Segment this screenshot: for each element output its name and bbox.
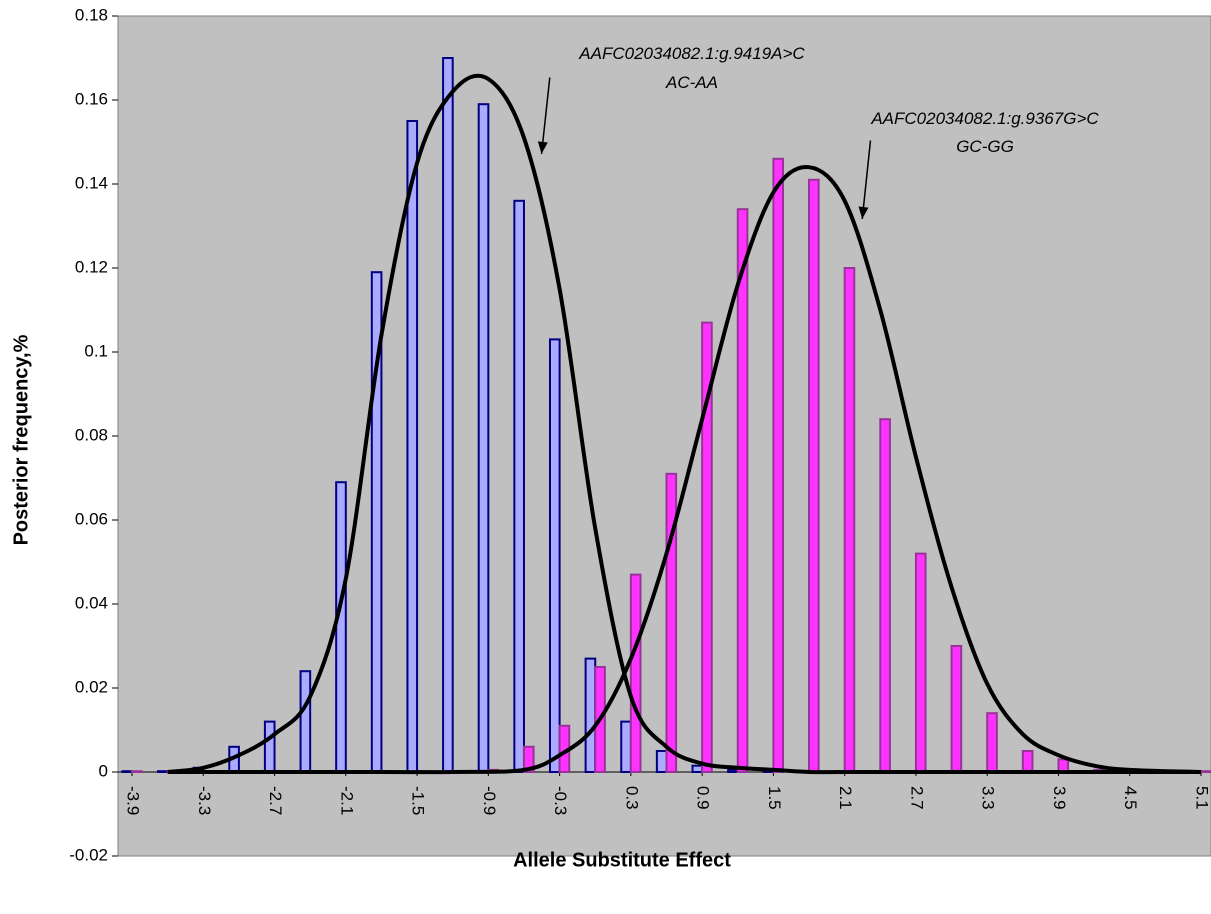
annotation-label-line2: AC-AA: [665, 73, 718, 92]
y-tick-label: 0.16: [75, 89, 108, 108]
fitted-curve-2: [167, 165, 1202, 775]
annotations-group: AAFC02034082.1:g.9419A>C AC-AA AAFC0203408…: [537, 44, 1099, 220]
y-axis-title: Posterior frequency,%: [10, 334, 32, 545]
bar-gc-gg: [879, 418, 891, 773]
bar-ac-aa: [584, 657, 597, 773]
bar-ac-aa: [121, 770, 133, 774]
bar-ac-aa: [299, 670, 312, 774]
x-tick-label: -3.9: [124, 786, 143, 815]
bar-gc-gg: [522, 745, 535, 773]
x-tick-label: -1.5: [409, 786, 428, 815]
x-axis-title: Allele Substitute Effect: [513, 849, 731, 871]
curves-group: [167, 73, 1202, 775]
x-tick-label: 3.9: [1050, 786, 1069, 810]
x-tick-label: -0.3: [551, 786, 570, 815]
x-tick-label: 0.9: [694, 786, 713, 810]
annotation-label-line1: AAFC02034082.1:g.9367G>C: [870, 109, 1099, 128]
y-tick-label: 0.04: [75, 593, 108, 612]
x-tick-label: 3.3: [979, 786, 998, 810]
x-tick-label: 2.7: [907, 786, 926, 810]
bar-ac-aa: [691, 764, 704, 774]
annotation-arrow: [861, 140, 872, 220]
x-axis: -3.9 -3.3 -2.7 -2.1 -1.5 -0.9 -0.3 0.3 0.9 1.5 2.1…: [124, 772, 1211, 815]
annotation-arrowhead: [858, 206, 869, 219]
bar-gc-gg: [736, 208, 749, 773]
x-tick-label: 0.3: [622, 786, 641, 810]
bar-ac-aa: [335, 481, 347, 773]
x-tick-label: 4.5: [1121, 786, 1140, 810]
bar-ac-aa: [727, 768, 739, 774]
bar-gc-gg: [914, 552, 927, 773]
bar-ac-aa: [655, 750, 668, 773]
bar-gc-gg: [950, 645, 963, 773]
y-tick-label: 0.02: [75, 677, 108, 696]
x-tick-label: 5.1: [1193, 786, 1211, 810]
bar-gc-gg: [701, 321, 713, 773]
y-tick-label: 0.1: [84, 341, 108, 360]
bar-ac-aa: [263, 720, 276, 773]
bar-ac-aa: [157, 770, 169, 774]
y-tick-label: 0.14: [75, 173, 108, 192]
bar-ac-aa: [513, 199, 525, 774]
bar-gc-gg: [808, 178, 820, 774]
bar-ac-aa: [548, 338, 561, 773]
bar-ac-aa: [442, 57, 454, 773]
bar-gc-gg: [1021, 750, 1034, 773]
annotation-label-line1: AAFC02034082.1:g.9419A>C: [578, 44, 805, 63]
x-tick-label: -3.3: [195, 786, 214, 815]
bar-gc-gg: [986, 712, 998, 774]
y-tick-label: -0.02: [69, 845, 108, 864]
y-tick-label: 0.18: [75, 5, 108, 24]
x-tick-label: -0.9: [480, 786, 499, 815]
y-tick-label: 0.12: [75, 257, 108, 276]
annotation-label-line2: GC-GG: [956, 137, 1014, 156]
y-tick-label: 0.06: [75, 509, 108, 528]
bar-gc-gg: [665, 472, 678, 773]
bar-gc-gg: [131, 770, 143, 774]
x-tick-label: -2.7: [266, 786, 285, 815]
x-tick-label: -2.1: [337, 786, 356, 815]
x-tick-label: 2.1: [836, 786, 855, 810]
bar-ac-aa: [620, 720, 632, 773]
annotation-arrowhead: [537, 141, 548, 154]
y-tick-label: 0.08: [75, 425, 108, 444]
bar-gc-gg: [843, 267, 856, 773]
y-tick-label: 0: [99, 761, 108, 780]
bar-ac-aa: [406, 120, 419, 773]
annotation-arrow: [540, 77, 551, 154]
bar-gc-gg: [1200, 770, 1211, 774]
bar-gc-gg: [772, 157, 785, 774]
y-axis: -0.02 0 0.02 0.04 0.06 0.08 0.1 0.12 0.14 0.16 0.1…: [69, 5, 118, 864]
bar-ac-aa: [477, 103, 490, 773]
x-tick-label: 1.5: [765, 786, 784, 810]
bar-gc-gg: [629, 573, 642, 773]
fitted-curve-1: [167, 73, 1201, 775]
